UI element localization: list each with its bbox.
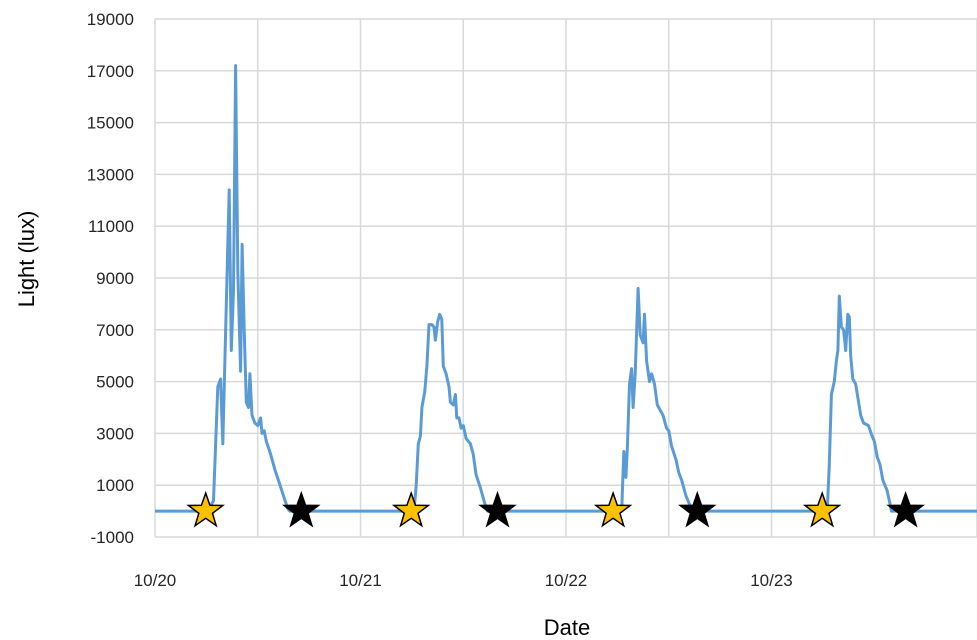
y-tick-label: 3000: [96, 424, 134, 443]
x-tick-label: 10/22: [545, 571, 588, 590]
y-tick-label: 19000: [87, 10, 134, 29]
y-tick-labels: -1000 1000 3000 5000 7000 9000 11000 13000 15000…: [87, 10, 134, 547]
y-tick-label: 5000: [96, 373, 134, 392]
marker-group: [186, 490, 925, 528]
star-marker: [186, 490, 225, 528]
y-tick-label: 9000: [96, 269, 134, 288]
series-line: [155, 64, 977, 513]
x-tick-labels: 10/20 10/21 10/22 10/23: [134, 571, 793, 590]
series-group: [155, 64, 977, 513]
y-tick-label: 13000: [87, 165, 134, 184]
star-marker: [802, 490, 842, 528]
star-marker: [886, 490, 925, 528]
star-marker: [282, 490, 321, 528]
star-marker: [593, 490, 633, 528]
x-axis-title: Date: [544, 615, 590, 640]
y-tick-label: 1000: [96, 476, 134, 495]
y-tick-label: 7000: [96, 321, 134, 340]
gridlines: [154, 18, 977, 538]
x-tick-label: 10/21: [339, 571, 382, 590]
x-tick-label: 10/20: [134, 571, 177, 590]
star-marker: [678, 490, 717, 528]
star-marker: [391, 490, 431, 528]
y-tick-label: -1000: [91, 528, 134, 547]
y-tick-label: 15000: [87, 114, 134, 133]
x-tick-label: 10/23: [750, 571, 793, 590]
star-marker: [478, 490, 517, 528]
y-axis-title: Light (lux): [14, 211, 39, 308]
y-tick-label: 11000: [88, 217, 134, 236]
y-tick-label: 17000: [87, 62, 134, 81]
